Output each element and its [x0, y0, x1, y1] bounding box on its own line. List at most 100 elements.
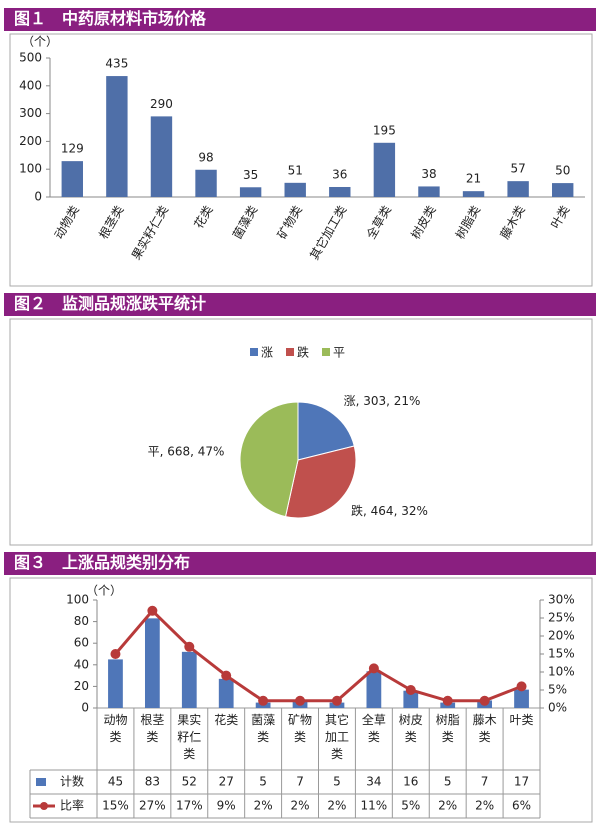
bar [181, 651, 197, 708]
y-tick-label: 40 [74, 657, 89, 671]
data-label: 21 [466, 172, 481, 186]
x-tick-label: 其它加工类 [306, 203, 349, 262]
table-value: 27 [219, 775, 234, 789]
point [331, 695, 342, 706]
legend-swatch [250, 348, 258, 356]
point [184, 641, 195, 652]
y-tick-label: 400 [19, 78, 42, 92]
table-value: 52 [182, 775, 197, 789]
data-label: 195 [373, 123, 396, 137]
table-value: 5 [444, 775, 452, 789]
x-tick-label: 藤木类 [498, 203, 528, 241]
pie-slice [297, 401, 355, 461]
x-tick-label: 其它加工类 [325, 712, 349, 761]
y-tick-label: 200 [19, 134, 42, 148]
table-value: 45 [108, 775, 123, 789]
point [221, 670, 232, 681]
y-tick-label: 60 [74, 636, 89, 650]
data-label: 跌, 464, 32% [351, 503, 428, 518]
data-label: 57 [510, 162, 525, 176]
x-tick-label: 动物类 [52, 203, 82, 241]
point [110, 649, 121, 659]
line [114, 608, 523, 703]
table-value: 6% [512, 799, 531, 813]
x-tick-label: 果实籽仁类 [177, 712, 201, 761]
data-label: 涨, 303, 21% [344, 393, 421, 408]
bar [329, 186, 351, 197]
table-value: 5% [401, 799, 420, 813]
x-tick-label: 树脂类 [452, 203, 483, 242]
data-label: 435 [105, 57, 128, 71]
x-tick-label: 花类 [214, 712, 238, 727]
legend-label: 比率 [60, 798, 84, 813]
bar [150, 116, 173, 197]
x-tick-label: 菌藻类 [230, 203, 260, 241]
bar [144, 618, 160, 708]
y2-tick-label: 0% [548, 701, 567, 715]
data-label: 51 [288, 163, 303, 177]
data-label: 35 [243, 168, 258, 182]
x-tick-label: 树皮类 [408, 203, 439, 242]
bar [552, 183, 574, 197]
y2-tick-label: 5% [548, 683, 567, 697]
point [405, 685, 416, 695]
table-value: 34 [366, 775, 381, 789]
bar [195, 169, 217, 197]
legend-label: 跌 [297, 345, 309, 360]
y2-tick-label: 25% [548, 611, 575, 625]
table-value: 2% [254, 799, 273, 813]
table-value: 17% [176, 799, 203, 813]
panel [9, 577, 593, 823]
chart-title: 图３ 上涨品规类别分布 [14, 553, 190, 572]
legend-label: 计数 [60, 774, 84, 789]
bar [507, 181, 529, 197]
data-label: 36 [332, 167, 347, 181]
y-tick-label: 80 [74, 614, 89, 628]
bar [403, 690, 419, 708]
x-tick-label: 矿物类 [288, 713, 312, 744]
pie-slice [284, 445, 357, 519]
table-value: 7 [481, 775, 489, 789]
table-value: 83 [145, 775, 160, 789]
x-tick-label: 菌藻类 [251, 713, 275, 744]
chart-title: 图１ 中药原材料市场价格 [14, 9, 207, 28]
x-tick-label: 全草类 [362, 712, 386, 744]
pie-slice [239, 401, 299, 518]
legend-marker [40, 802, 48, 810]
y2-tick-label: 20% [548, 629, 575, 643]
table-value: 2% [438, 799, 457, 813]
y-tick-label: 20 [74, 679, 89, 693]
bar [61, 161, 83, 197]
table-value: 9% [217, 799, 236, 813]
y-axis-unit: （个） [22, 35, 58, 49]
chart-title: 图２ 监测品规涨跌平统计 [14, 294, 206, 313]
y2-tick-label: 15% [548, 647, 575, 661]
y2-tick-label: 30% [548, 593, 575, 607]
data-label: 38 [421, 167, 436, 181]
table-value: 2% [475, 799, 494, 813]
table-value: 11% [361, 799, 388, 813]
data-label: 129 [61, 142, 84, 156]
table-value: 7 [296, 775, 304, 789]
point [295, 695, 306, 706]
x-tick-label: 动物类 [103, 713, 127, 744]
legend-swatch [36, 778, 46, 786]
point [442, 695, 453, 706]
bar [462, 191, 485, 197]
x-tick-label: 树脂类 [436, 712, 460, 744]
table-value: 2% [327, 799, 346, 813]
data-label: 50 [555, 164, 570, 178]
table-value: 5 [333, 775, 341, 789]
table-value: 2% [291, 799, 310, 813]
y-tick-label: 500 [19, 51, 42, 65]
x-tick-label: 树皮类 [399, 712, 423, 744]
table-value: 5 [259, 775, 267, 789]
panel [9, 33, 593, 287]
legend-label: 涨 [261, 345, 273, 360]
table-value: 15% [102, 799, 129, 813]
x-tick-label: 果实籽仁类 [128, 203, 171, 262]
x-tick-label: 根茎类 [140, 713, 164, 744]
y-tick-label: 0 [81, 701, 89, 715]
x-tick-label: 藤木类 [473, 713, 497, 744]
